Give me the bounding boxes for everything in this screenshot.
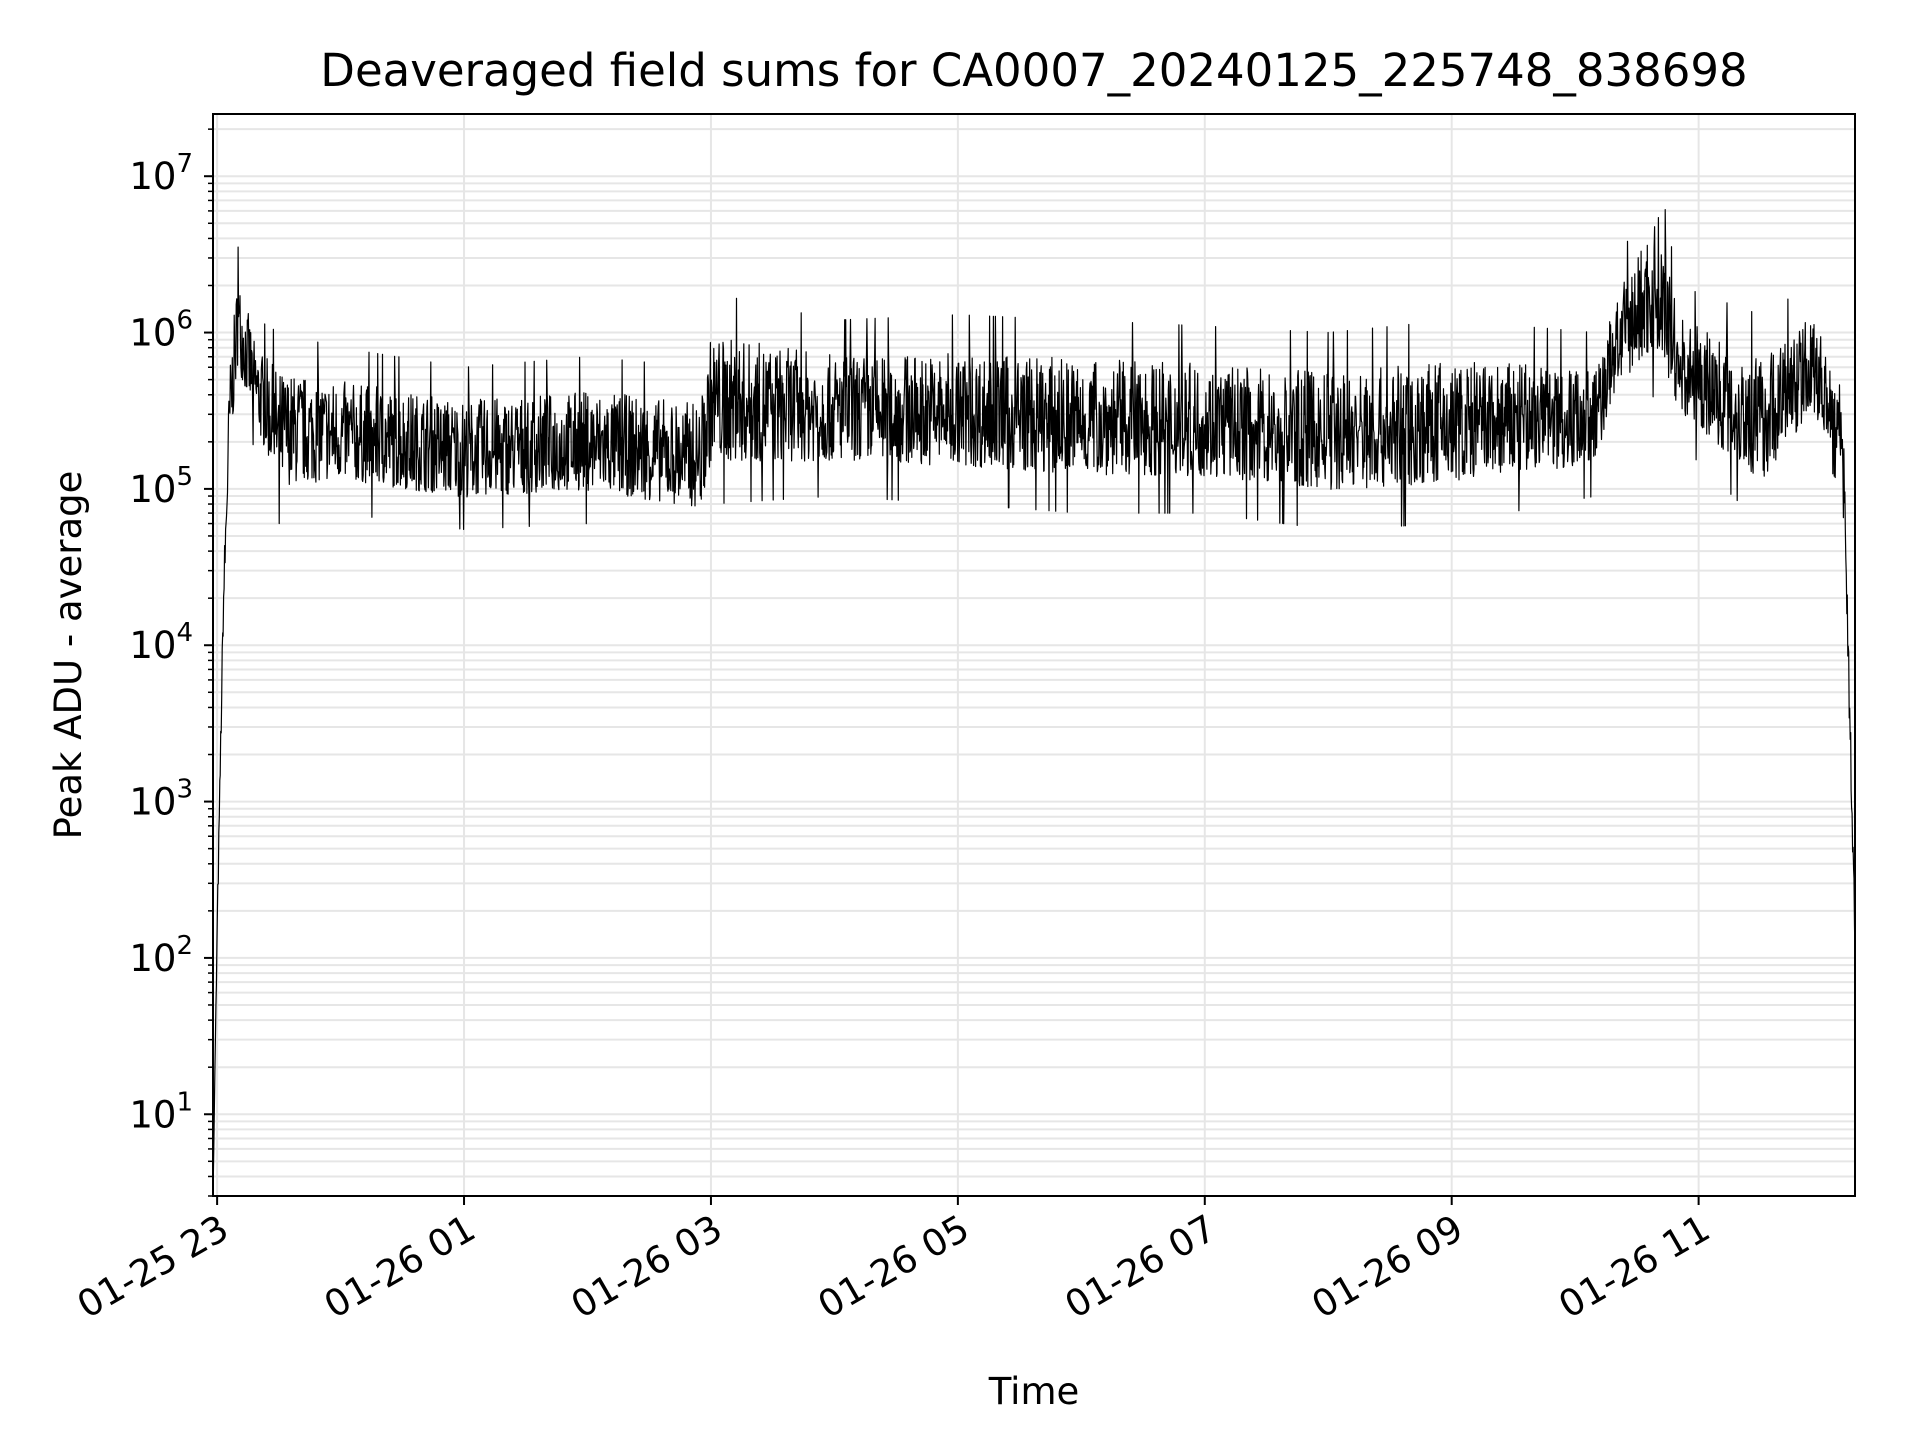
y-axis-ticks: 101 102 103 104 105 106 107 bbox=[129, 128, 213, 1197]
y-axis-label: Peak ADU - average bbox=[47, 471, 90, 840]
series-line bbox=[212, 209, 1856, 1197]
y-tick-label: 106 bbox=[129, 306, 193, 355]
grid-lines bbox=[213, 114, 1855, 1197]
x-axis-label: Time bbox=[988, 1370, 1080, 1413]
series-group bbox=[212, 209, 1856, 1197]
y-tick-label: 102 bbox=[129, 931, 193, 980]
y-tick-label: 107 bbox=[129, 149, 193, 198]
y-tick-label: 101 bbox=[129, 1087, 193, 1136]
plot-frame bbox=[212, 113, 1856, 1197]
chart-title: Deaveraged field sums for CA0007_2024012… bbox=[320, 44, 1747, 97]
y-tick-label: 105 bbox=[129, 462, 193, 511]
y-tick-label: 103 bbox=[129, 775, 193, 824]
y-tick-label: 104 bbox=[129, 618, 193, 667]
